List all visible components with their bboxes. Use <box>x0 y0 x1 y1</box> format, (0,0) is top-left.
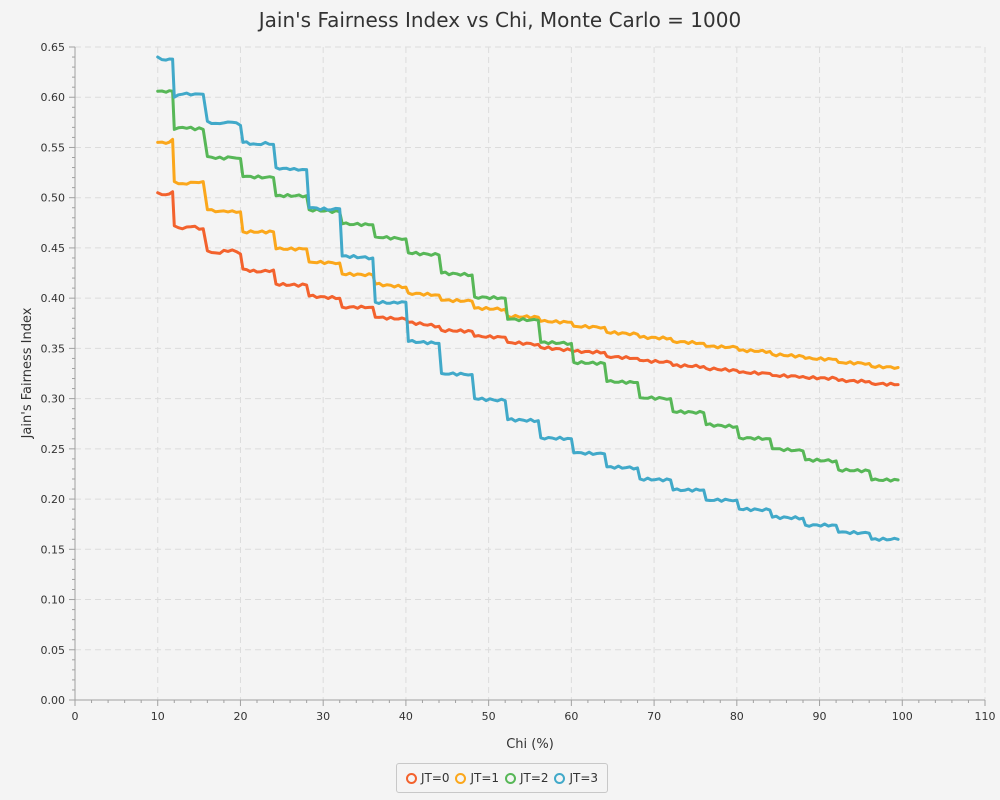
x-tick-label: 40 <box>399 710 413 723</box>
x-tick-label: 70 <box>647 710 661 723</box>
x-tick-label: 80 <box>730 710 744 723</box>
x-tick-label: 20 <box>233 710 247 723</box>
y-tick-label: 0.55 <box>41 141 66 154</box>
legend-item: JT=1 <box>455 771 499 785</box>
y-tick-label: 0.30 <box>41 393 66 406</box>
x-axis-label: Chi (%) <box>506 737 554 752</box>
grid <box>75 46 986 700</box>
series-line-jt-3 <box>156 55 900 542</box>
y-tick-label: 0.50 <box>41 192 66 205</box>
legend-circle-icon <box>504 772 516 784</box>
y-tick-label: 0.20 <box>41 493 66 506</box>
y-tick-label: 0.65 <box>41 41 66 54</box>
legend-label: JT=0 <box>420 771 450 785</box>
legend-circle-icon <box>455 772 467 784</box>
legend: JT=0 JT=1 JT=2 JT=3 <box>396 763 608 793</box>
legend-label: JT=3 <box>569 771 599 785</box>
x-tick-label: 0 <box>72 710 79 723</box>
y-axis-label: Jain's Fairness Index <box>20 307 35 439</box>
y-tick-label: 0.60 <box>41 91 66 104</box>
x-tick-label: 50 <box>482 710 496 723</box>
series-line-jt-1 <box>156 137 900 370</box>
y-tick-label: 0.10 <box>41 594 66 607</box>
x-tick-label: 90 <box>813 710 827 723</box>
y-tick-label: 0.35 <box>41 342 66 355</box>
series-group <box>156 55 900 542</box>
x-tick-label: 10 <box>151 710 165 723</box>
legend-item: JT=0 <box>405 771 450 785</box>
x-tick-label: 60 <box>564 710 578 723</box>
y-tick-label: 0.00 <box>41 694 66 707</box>
y-tick-label: 0.05 <box>41 644 66 657</box>
series-line-jt-2 <box>156 89 900 483</box>
y-tick-label: 0.45 <box>41 242 66 255</box>
x-tick-label: 110 <box>975 710 996 723</box>
legend-item: JT=2 <box>504 771 549 785</box>
legend-label: JT=2 <box>519 771 549 785</box>
legend-circle-icon <box>405 772 417 784</box>
x-tick-label: 30 <box>316 710 330 723</box>
y-tick-label: 0.15 <box>41 543 66 556</box>
legend-label: JT=1 <box>470 771 500 785</box>
y-tick-label: 0.25 <box>41 443 66 456</box>
x-tick-label: 100 <box>892 710 913 723</box>
legend-item: JT=3 <box>554 771 598 785</box>
legend-circle-icon <box>554 772 566 784</box>
chart-title: Jain's Fairness Index vs Chi, Monte Carl… <box>257 8 741 32</box>
y-tick-label: 0.40 <box>41 292 66 305</box>
series-line-jt-0 <box>156 190 900 387</box>
axes: 0 10 20 30 40 50 60 70 80 90 100 110 0.00 0.05 0.10 0.1… <box>41 41 996 723</box>
